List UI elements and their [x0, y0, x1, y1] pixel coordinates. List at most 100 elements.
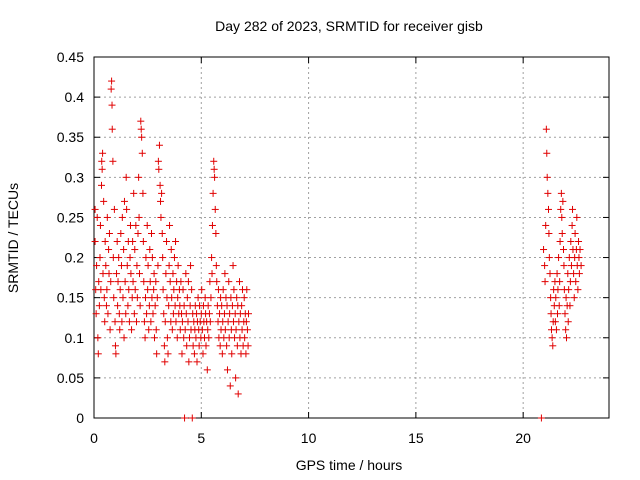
data-point	[188, 286, 196, 294]
data-point	[226, 382, 234, 390]
data-point	[208, 221, 216, 229]
data-point	[98, 165, 106, 173]
data-point	[194, 294, 202, 302]
data-point	[145, 326, 153, 334]
data-point	[154, 262, 162, 270]
data-point	[204, 302, 212, 310]
data-point	[137, 125, 145, 133]
data-point	[115, 254, 123, 262]
data-point	[156, 181, 164, 189]
data-point	[199, 350, 207, 358]
data-point	[135, 270, 143, 278]
data-point	[95, 278, 103, 286]
data-point	[541, 278, 549, 286]
data-point	[209, 189, 217, 197]
data-point	[147, 318, 155, 326]
data-point	[207, 294, 215, 302]
data-point	[184, 278, 192, 286]
y-axis-label: SRMTID / TECUs	[5, 183, 21, 293]
data-point	[553, 270, 561, 278]
data-point	[136, 302, 144, 310]
x-axis-label: GPS time / hours	[296, 457, 403, 473]
data-point	[205, 334, 213, 342]
data-point	[151, 302, 159, 310]
data-point	[576, 246, 584, 254]
data-point	[155, 141, 163, 149]
data-point	[123, 262, 131, 270]
data-point	[208, 270, 216, 278]
data-point	[557, 189, 565, 197]
data-point	[168, 294, 176, 302]
data-point	[548, 334, 556, 342]
data-point	[211, 205, 219, 213]
data-point	[143, 221, 151, 229]
data-point	[555, 302, 563, 310]
data-point	[551, 318, 559, 326]
data-point	[95, 302, 103, 310]
data-point	[568, 221, 576, 229]
y-tick-label: 0.4	[65, 89, 85, 105]
data-point	[112, 350, 120, 358]
data-point	[570, 294, 578, 302]
data-point	[542, 221, 550, 229]
data-point	[143, 310, 151, 318]
data-point	[188, 414, 196, 422]
data-point	[168, 326, 176, 334]
data-point	[574, 286, 582, 294]
data-point	[545, 229, 553, 237]
data-point	[130, 189, 138, 197]
data-point	[128, 326, 136, 334]
data-point	[213, 278, 221, 286]
data-point	[180, 302, 188, 310]
data-point	[111, 318, 119, 326]
data-point	[572, 278, 580, 286]
data-point	[100, 197, 108, 205]
data-point	[223, 342, 231, 350]
data-point	[120, 246, 128, 254]
data-point	[564, 318, 572, 326]
data-point	[202, 342, 210, 350]
data-point	[116, 326, 124, 334]
data-point	[96, 221, 104, 229]
data-point	[130, 310, 138, 318]
data-point	[554, 310, 561, 318]
data-point	[116, 286, 124, 294]
data-point	[137, 117, 145, 125]
data-point	[139, 189, 147, 197]
data-point	[150, 286, 158, 294]
data-point	[229, 262, 237, 270]
data-point	[243, 286, 251, 294]
data-point	[152, 278, 160, 286]
data-point	[206, 278, 214, 286]
data-point	[575, 238, 583, 246]
data-point	[148, 229, 156, 237]
data-point	[185, 334, 193, 342]
data-point	[243, 326, 251, 334]
data-point	[106, 326, 114, 334]
data-point	[542, 125, 550, 133]
y-tick-label: 0	[76, 410, 84, 426]
data-point	[557, 205, 565, 213]
plot-frame	[93, 56, 610, 419]
data-point	[158, 189, 166, 197]
data-point	[160, 342, 168, 350]
y-tick-label: 0.2	[65, 250, 85, 266]
data-point	[562, 326, 570, 334]
data-point	[545, 254, 553, 262]
data-point	[97, 286, 105, 294]
data-point	[183, 294, 191, 302]
data-point	[94, 334, 102, 342]
data-point	[244, 342, 252, 350]
data-point	[565, 286, 573, 294]
data-point	[223, 366, 231, 374]
data-point	[198, 286, 206, 294]
y-tick-label: 0.35	[57, 129, 84, 145]
data-point	[547, 310, 555, 318]
data-point	[131, 246, 139, 254]
data-point	[98, 181, 106, 189]
data-point	[177, 278, 185, 286]
data-point	[133, 262, 141, 270]
data-point	[238, 302, 246, 310]
data-point	[205, 310, 213, 318]
data-point	[166, 221, 174, 229]
